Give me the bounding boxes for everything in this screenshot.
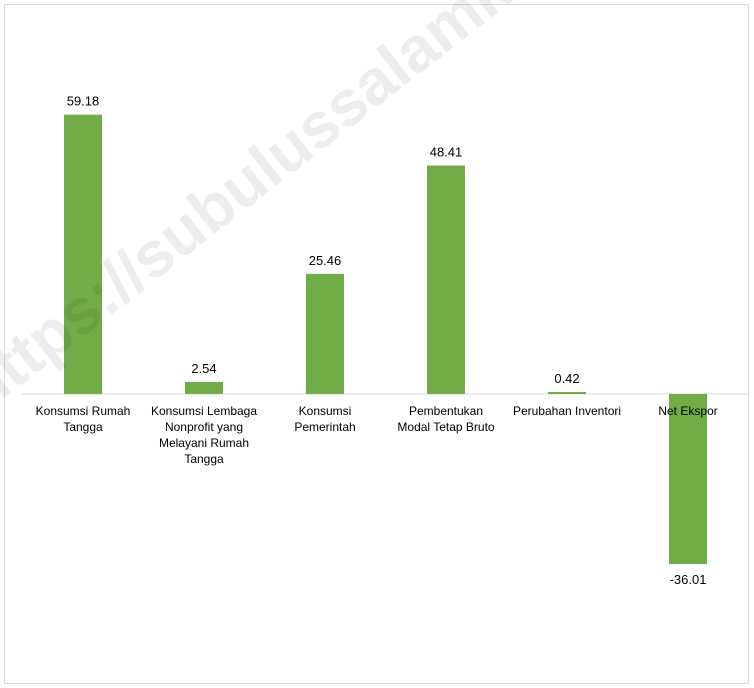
bar — [185, 382, 223, 394]
category-label: Pembentukan Modal Tetap Bruto — [397, 404, 494, 434]
bar — [669, 394, 707, 564]
category-label: Perubahan Inventori — [513, 404, 621, 418]
data-label: 48.41 — [430, 145, 463, 160]
bar — [548, 392, 586, 394]
data-label: 59.18 — [67, 94, 100, 109]
category-label: Konsumsi Rumah Tangga — [36, 404, 131, 434]
data-label: 0.42 — [554, 371, 579, 386]
bar — [427, 165, 465, 394]
data-label: 25.46 — [309, 253, 342, 268]
data-label: -36.01 — [670, 572, 707, 587]
category-label: Net Ekspor — [658, 404, 717, 418]
bar — [64, 114, 102, 394]
chart-frame — [4, 4, 749, 684]
category-label: Konsumsi Pemerintah — [294, 404, 355, 434]
data-label: 2.54 — [191, 361, 216, 376]
bar — [306, 273, 344, 394]
category-label: Konsumsi Lembaga Nonprofit yang Melayani R… — [151, 404, 257, 466]
